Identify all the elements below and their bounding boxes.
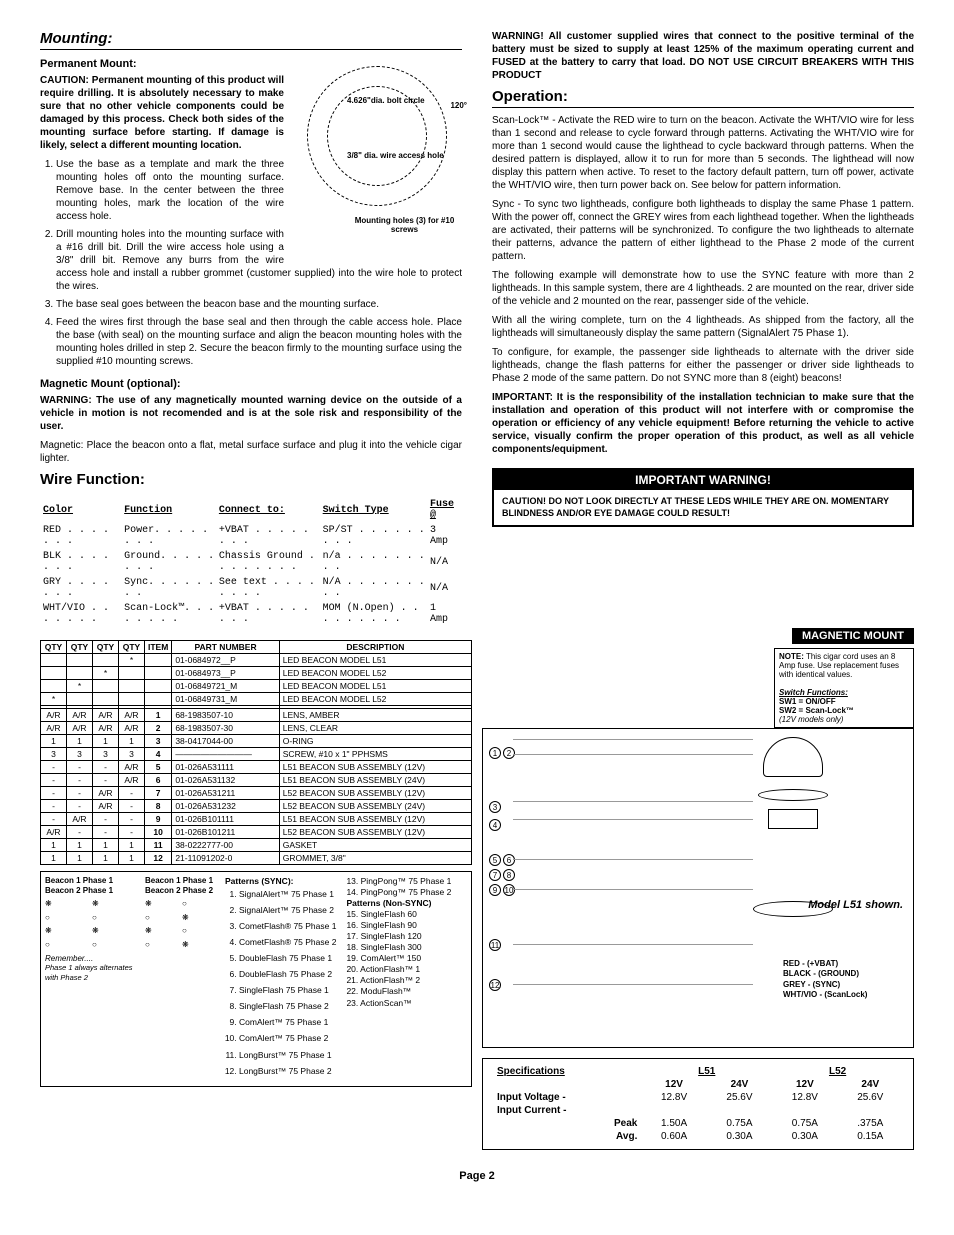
exploded-diagram: 1 2 3 4 5 6 7 8 9 10 11 12 Model L51 [482, 728, 914, 1048]
sw1-label: SW1 = ON/OFF [779, 697, 836, 706]
specs-model-l51: L51 [641, 1065, 772, 1078]
switch-functions-title: Switch Functions: [779, 688, 848, 697]
volt-12v-2: 12V [772, 1078, 837, 1091]
wire-col-function: Function [123, 498, 216, 522]
bolt-circle-label: 4.626"dia. bolt circle [347, 96, 425, 105]
magnetic-mount-heading: Magnetic Mount (optional): [40, 378, 462, 390]
remember-label: Remember.... [45, 954, 93, 963]
warning-box-body: CAUTION! DO NOT LOOK DIRECTLY AT THESE L… [494, 490, 912, 525]
model-label: Model L51 shown. [808, 899, 903, 911]
mounting-heading: Mounting: [40, 30, 462, 50]
top-warning: WARNING! All customer supplied wires tha… [492, 30, 914, 82]
specifications-table: Specifications L51 L52 12V 24V 12V 24V I… [482, 1058, 914, 1150]
magnetic-warning: WARNING: The use of any magnetically mou… [40, 394, 462, 433]
page-number: Page 2 [40, 1170, 914, 1182]
scanlock-para: Scan-Lock™ - Activate the RED wire to tu… [492, 114, 914, 192]
patterns-block: Beacon 1 Phase 1 Beacon 2 Phase 1 ❋❋○○❋❋… [40, 871, 472, 1087]
phase-h3: Beacon 1 Phase 1 [145, 876, 213, 885]
note-title: NOTE: [779, 652, 804, 661]
important-para: IMPORTANT: It is the responsibility of t… [492, 391, 914, 456]
wire-red: RED - (+VBAT) [783, 959, 867, 969]
wire-black: BLACK - (GROUND) [783, 969, 867, 979]
parts-table: QTYQTYQTYQTYITEMPART NUMBERDESCRIPTION *… [40, 640, 472, 865]
configure-para: To configure, for example, the passenger… [492, 346, 914, 385]
specs-model-l52: L52 [772, 1065, 903, 1078]
phase-h2: Beacon 2 Phase 1 [45, 886, 113, 895]
wire-hole-label: 3/8" dia. wire access hole [347, 151, 444, 160]
specs-title: Specifications [493, 1065, 641, 1078]
step-3: The base seal goes between the beacon ba… [56, 298, 462, 311]
angle-label: 120° [450, 101, 467, 110]
warning-box-header: IMPORTANT WARNING! [494, 470, 912, 490]
magnetic-text: Magnetic: Place the beacon onto a flat, … [40, 439, 462, 465]
phase-h4: Beacon 2 Phase 2 [145, 886, 213, 895]
phase-h1: Beacon 1 Phase 1 [45, 876, 113, 885]
wire-col-connect: Connect to: [218, 498, 320, 522]
wire-whtvio: WHT/VIO - (ScanLock) [783, 990, 867, 1000]
sync-para: Sync - To sync two lightheads, configure… [492, 198, 914, 263]
magnetic-mount-label: MAGNETIC MOUNT [792, 628, 914, 644]
wire-grey: GREY - (SYNC) [783, 980, 867, 990]
cigar-note-box: NOTE: This cigar cord uses an 8 Amp fuse… [774, 648, 914, 728]
wire-function-table: Color Function Connect to: Switch Type F… [40, 496, 462, 628]
volt-24v-2: 24V [838, 1078, 903, 1091]
sw-note: (12V models only) [779, 715, 843, 724]
volt-12v-1: 12V [641, 1078, 706, 1091]
example-para: The following example will demonstrate h… [492, 269, 914, 308]
sw2-label: SW2 = Scan-Lock™ [779, 706, 854, 715]
wire-col-fuse: Fuse @ [429, 498, 460, 522]
wire-col-switch: Switch Type [322, 498, 427, 522]
important-warning-box: IMPORTANT WARNING! CAUTION! DO NOT LOOK … [492, 468, 914, 527]
wire-function-heading: Wire Function: [40, 471, 462, 490]
operation-heading: Operation: [492, 88, 914, 108]
wire-col-color: Color [42, 498, 121, 522]
bolt-circle-diagram: 4.626"dia. bolt circle 120° 3/8" dia. wi… [292, 56, 462, 256]
wire-color-labels: RED - (+VBAT) BLACK - (GROUND) GREY - (S… [783, 959, 867, 1001]
mounting-holes-label: Mounting holes (3) for #10 screws [347, 216, 462, 234]
remember-note: Phase 1 always alternates with Phase 2 [45, 963, 133, 982]
volt-24v-1: 24V [707, 1078, 772, 1091]
nonsync-patterns-title: Patterns (Non-SYNC) [346, 898, 431, 908]
step-4: Feed the wires first through the base se… [56, 316, 462, 368]
sync-patterns-title: Patterns (SYNC): [225, 876, 293, 886]
wiring-para: With all the wiring complete, turn on th… [492, 314, 914, 340]
